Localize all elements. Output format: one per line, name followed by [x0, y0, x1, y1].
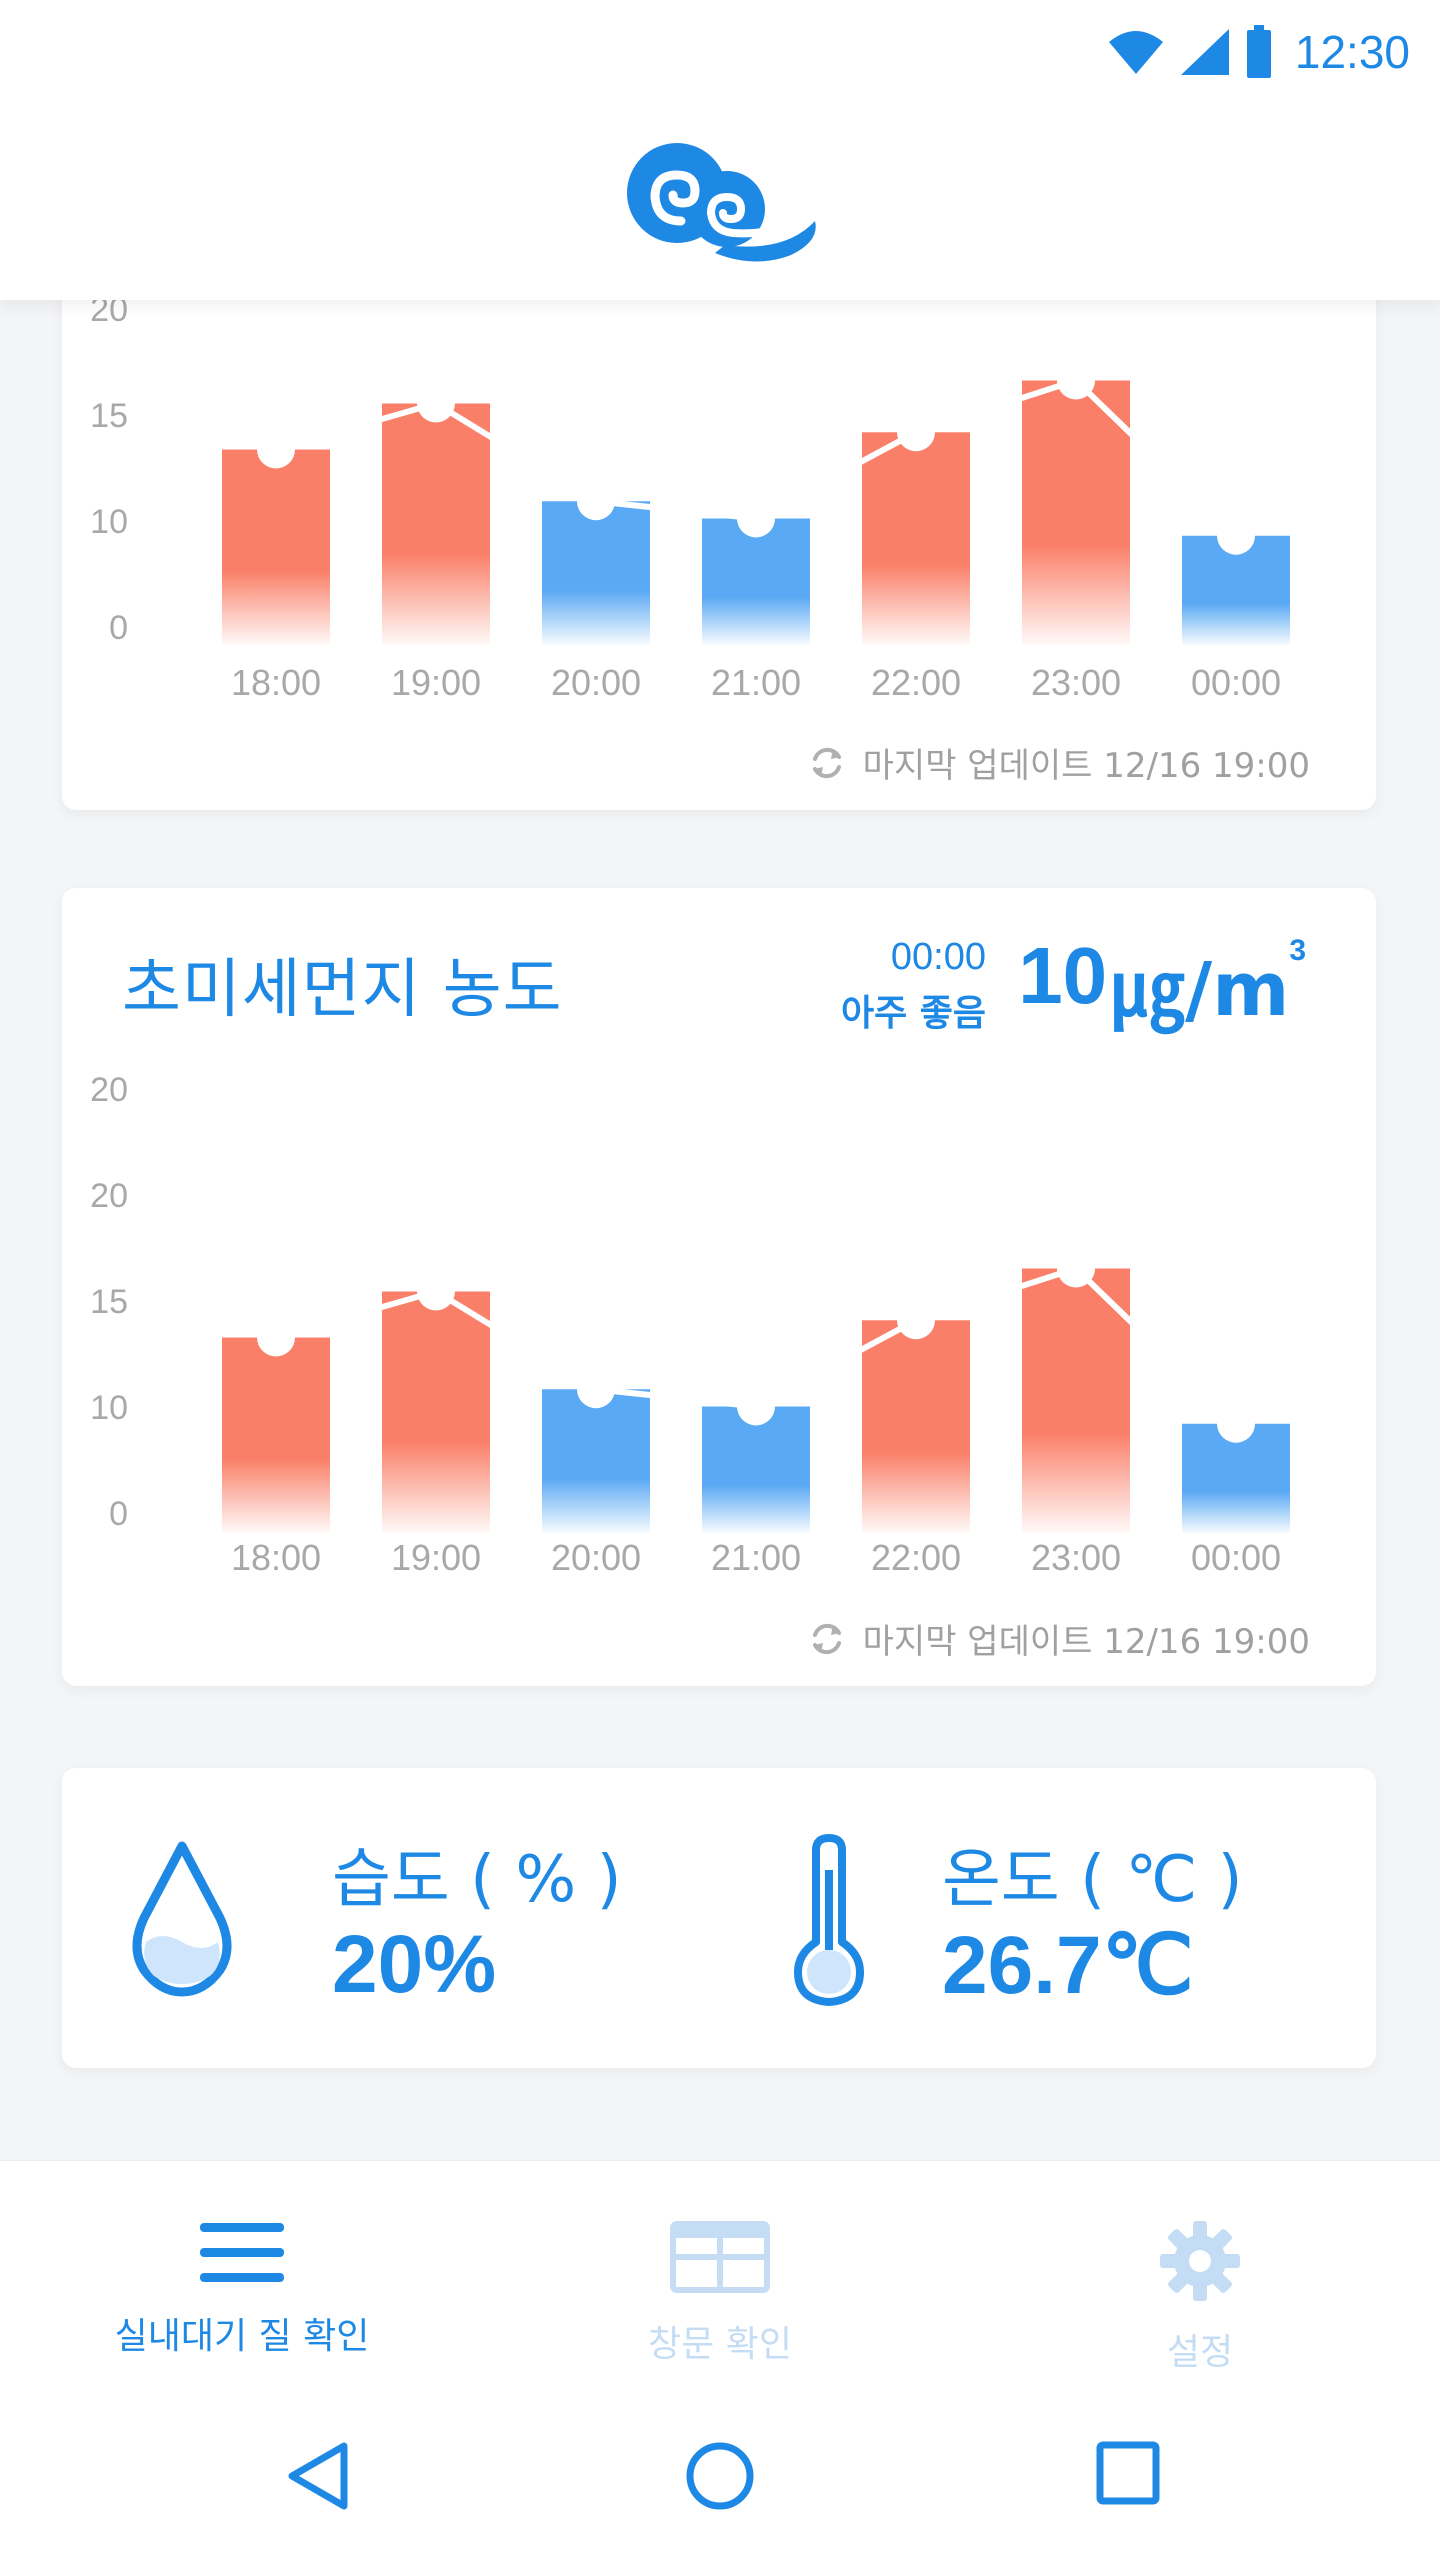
- y-tick-label: 0: [109, 1495, 128, 1533]
- temperature-value: 26.7℃: [942, 1920, 1194, 2011]
- x-tick-label: 22:00: [871, 662, 961, 703]
- nav-window-check[interactable]: 창문 확인: [550, 2221, 890, 2367]
- x-tick-label: 00:00: [1191, 662, 1281, 703]
- last-update-text: 마지막 업데이트 12/16 19:00: [862, 1622, 1310, 1662]
- chart-point: [577, 482, 615, 521]
- current-time: 00:00: [890, 936, 986, 978]
- current-reading: 10 ㎍/m 3: [1018, 930, 1306, 1037]
- x-tick-label: 18:00: [231, 1537, 321, 1578]
- status-bar: 12:30: [0, 0, 1440, 110]
- last-update-text: 마지막 업데이트 12/16 19:00: [862, 746, 1310, 786]
- current-value: 10: [1018, 931, 1108, 1020]
- nav-settings[interactable]: 설정: [1030, 2221, 1370, 2375]
- chart-bar: [222, 449, 330, 645]
- battery-icon: [1246, 25, 1271, 78]
- wifi-icon: [1108, 31, 1163, 74]
- card-title: 초미세먼지 농도: [122, 953, 563, 1027]
- chart-bar: [542, 1389, 650, 1533]
- water-drop-icon: [132, 1841, 232, 1997]
- pm10-chart-card: 20 15 10 0 18:00 19:00 20:00 21:00 22:00 23:00 00:…: [62, 200, 1376, 810]
- x-tick-label: 19:00: [391, 662, 481, 703]
- chart-point: [897, 1301, 935, 1340]
- y-tick-label: 10: [90, 1389, 128, 1427]
- humidity-value: 20%: [332, 1919, 497, 2010]
- chart-point: [257, 430, 295, 469]
- chart-point: [417, 1272, 455, 1311]
- chart-bar: [862, 1320, 970, 1533]
- thermometer-icon: [794, 1834, 864, 2006]
- x-tick-label: 20:00: [551, 1537, 641, 1578]
- nav-label: 창문 확인: [648, 2324, 792, 2365]
- chart-point: [1057, 1249, 1095, 1288]
- chart-point: [257, 1318, 295, 1357]
- chart-bar: [862, 432, 970, 645]
- chart-point: [1217, 516, 1255, 555]
- menu-icon: [200, 2223, 284, 2282]
- refresh-icon[interactable]: [807, 743, 847, 783]
- nav-label: 실내대기 질 확인: [114, 2316, 370, 2357]
- window-icon: [670, 2221, 770, 2293]
- x-tick-label: 18:00: [231, 662, 321, 703]
- chart-bar: [382, 1291, 490, 1533]
- current-unit: ㎍/m: [1111, 947, 1290, 1033]
- last-update-row: 마지막 업데이트 12/16 19:00: [807, 738, 1310, 787]
- y-tick-label: 20: [90, 1071, 128, 1109]
- chart-point: [577, 1370, 615, 1409]
- y-tick-label: 15: [90, 397, 128, 435]
- chart-point: [417, 384, 455, 423]
- chart-bar: [542, 501, 650, 645]
- x-tick-label: 22:00: [871, 1537, 961, 1578]
- x-tick-label: 20:00: [551, 662, 641, 703]
- chart-point: [737, 1387, 775, 1426]
- chart-bar: [1022, 1268, 1130, 1533]
- recents-icon[interactable]: [1095, 2440, 1161, 2506]
- current-unit-sup: 3: [1289, 934, 1306, 967]
- pm25-card: 초미세먼지 농도 00:00 아주 좋음 10 ㎍/m 3 20 20 15 10 0 1…: [62, 888, 1376, 1686]
- environment-card: 습도 ( % ) 20% 온도 ( ℃ ) 26.7℃: [62, 1768, 1376, 2068]
- nav-label: 설정: [1166, 2332, 1234, 2373]
- temperature-label: 온도 ( ℃ ): [942, 1843, 1243, 1917]
- chart-bar: [222, 1337, 330, 1533]
- cloud-swirl-logo[interactable]: [615, 135, 825, 275]
- back-icon[interactable]: [286, 2440, 350, 2512]
- chart-point: [1217, 1404, 1255, 1443]
- y-tick-label: 15: [90, 1283, 128, 1321]
- x-tick-label: 23:00: [1031, 1537, 1121, 1578]
- x-tick-label: 23:00: [1031, 662, 1121, 703]
- system-navigation-bar: [0, 2400, 1440, 2560]
- chart-bar: [702, 518, 810, 645]
- chart-bar: [1022, 380, 1130, 645]
- x-tick-label: 21:00: [711, 662, 801, 703]
- current-grade: 아주 좋음: [840, 993, 986, 1034]
- cell-signal-icon: [1180, 29, 1229, 75]
- status-icons: 12:30: [1107, 22, 1410, 82]
- y-tick-label: 10: [90, 503, 128, 541]
- chart-point: [737, 499, 775, 538]
- x-tick-label: 21:00: [711, 1537, 801, 1578]
- nav-indoor-air-quality[interactable]: 실내대기 질 확인: [72, 2221, 412, 2359]
- last-update-row: 마지막 업데이트 12/16 19:00: [807, 1614, 1310, 1663]
- humidity-label: 습도 ( % ): [332, 1843, 622, 1917]
- y-tick-label: 0: [109, 609, 128, 647]
- chart-bar: [382, 403, 490, 645]
- chart-point: [1057, 361, 1095, 400]
- status-time: 12:30: [1294, 26, 1410, 78]
- refresh-icon[interactable]: [807, 1619, 847, 1659]
- app-header: [0, 110, 1440, 300]
- x-tick-label: 19:00: [391, 1537, 481, 1578]
- x-tick-label: 00:00: [1191, 1537, 1281, 1578]
- gear-icon: [1160, 2221, 1240, 2301]
- bottom-navigation: 실내대기 질 확인 창문 확인 설정: [0, 2160, 1440, 2401]
- chart-bar: [702, 1406, 810, 1533]
- home-icon[interactable]: [684, 2440, 756, 2512]
- pm25-bar-chart: 20 20 15 10 0 18:00 19:00 20:00 21:00 22:00 23:00 0…: [90, 1071, 1290, 1578]
- chart-point: [897, 413, 935, 452]
- y-tick-label: 20: [90, 1177, 128, 1215]
